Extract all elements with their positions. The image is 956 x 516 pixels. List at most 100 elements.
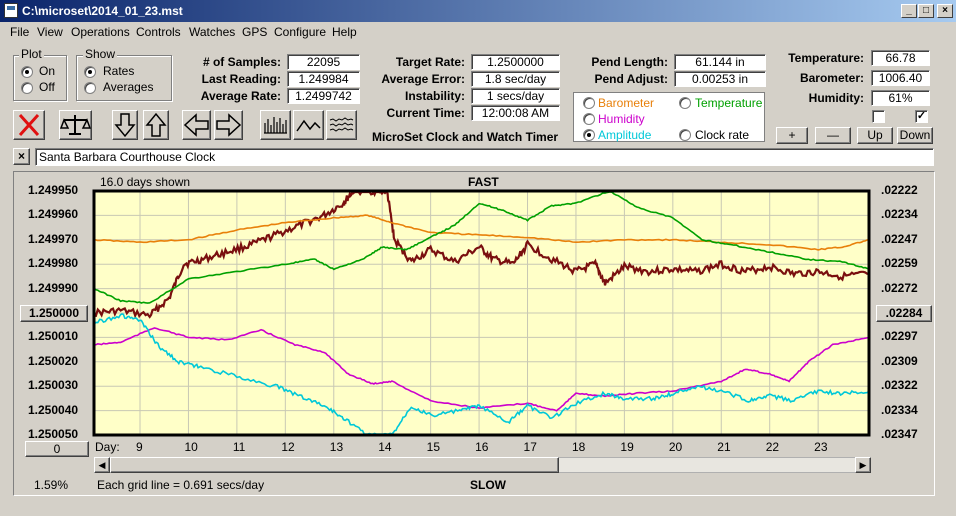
right-tick-label: .02309 bbox=[881, 353, 918, 368]
pend-adjust-label: Pend Adjust: bbox=[594, 72, 668, 86]
arrow-up-icon[interactable] bbox=[143, 110, 169, 140]
bars-icon[interactable] bbox=[260, 110, 291, 140]
arrow-right-icon[interactable] bbox=[214, 110, 243, 140]
menu-controls[interactable]: Controls bbox=[136, 25, 181, 39]
zero-button[interactable]: 0 bbox=[25, 441, 89, 457]
left-tick-label: 1.250040 bbox=[28, 402, 79, 417]
amplitude-radio[interactable] bbox=[583, 129, 595, 141]
target-rate-value: 1.2500000 bbox=[471, 54, 560, 70]
right-tick-label: .02222 bbox=[881, 183, 918, 197]
menu-bar: File View Operations Controls Watches GP… bbox=[0, 22, 956, 42]
right-tick-label: .02347 bbox=[881, 427, 918, 441]
arrow-left-icon[interactable] bbox=[182, 110, 211, 140]
pend-adjust-value: 0.00253 in bbox=[674, 71, 766, 87]
show-averages-label: Averages bbox=[103, 80, 154, 94]
title-bar: C:\microset\2014_01_23.mst _ □ × bbox=[0, 0, 956, 22]
clock-name-input[interactable]: Santa Barbara Courthouse Clock bbox=[35, 148, 934, 166]
menu-help[interactable]: Help bbox=[332, 25, 357, 39]
plot-off-radio[interactable] bbox=[21, 82, 33, 94]
noise-icon[interactable] bbox=[326, 110, 357, 140]
last-reading-value: 1.249984 bbox=[287, 71, 360, 87]
menu-watches[interactable]: Watches bbox=[189, 25, 236, 39]
plus-button[interactable]: + bbox=[776, 127, 808, 144]
average-rate-value: 1.2499742 bbox=[287, 88, 360, 104]
down-button[interactable]: Down bbox=[897, 127, 933, 144]
app-caption: MicroSet Clock and Watch Timer bbox=[372, 130, 559, 144]
menu-view[interactable]: View bbox=[37, 25, 63, 39]
plot-on-radio[interactable] bbox=[21, 66, 33, 78]
last-reading-label: Last Reading: bbox=[201, 72, 281, 86]
x-tick-label: 21 bbox=[717, 440, 731, 454]
barometer-radio[interactable] bbox=[583, 97, 595, 109]
instability-value: 1 secs/day bbox=[471, 88, 560, 104]
x-tick-label: 18 bbox=[571, 440, 586, 454]
plot-off-label: Off bbox=[39, 80, 55, 94]
series-line-temperature bbox=[93, 191, 870, 304]
show-group bbox=[76, 55, 172, 101]
left-tick-label: 1.250030 bbox=[28, 378, 79, 393]
left-tick-label: 1.249950 bbox=[28, 183, 79, 197]
app-icon bbox=[4, 3, 18, 18]
samples-label: # of Samples: bbox=[202, 55, 281, 69]
samples-value: 22095 bbox=[287, 54, 360, 70]
left-tick-label: 1.249980 bbox=[28, 256, 79, 271]
clock-rate-radio[interactable] bbox=[679, 129, 691, 141]
close-window-button[interactable]: × bbox=[937, 4, 953, 18]
scroll-thumb[interactable] bbox=[110, 457, 559, 473]
up-button[interactable]: Up bbox=[857, 127, 893, 144]
x-tick-label: 20 bbox=[668, 440, 683, 454]
average-error-label: Average Error: bbox=[381, 72, 465, 86]
scroll-right-button[interactable]: ▶ bbox=[855, 457, 871, 473]
x-tick-label: 19 bbox=[620, 440, 634, 454]
wave-icon[interactable] bbox=[293, 110, 324, 140]
scroll-left-button[interactable]: ◀ bbox=[94, 457, 110, 473]
x-tick-label: 17 bbox=[523, 440, 537, 454]
series-line-barometer bbox=[93, 214, 870, 251]
right-tick-label: .02247 bbox=[881, 231, 918, 246]
right-center-value-button[interactable]: .02284 bbox=[876, 305, 932, 322]
show-group-label: Show bbox=[83, 47, 118, 61]
x-tick-label: 13 bbox=[329, 440, 344, 454]
left-center-value-button[interactable]: 1.250000 bbox=[20, 305, 88, 322]
temperature-label: Temperature: bbox=[788, 51, 864, 65]
minimize-button[interactable]: _ bbox=[901, 4, 917, 18]
show-rates-radio[interactable] bbox=[84, 66, 96, 78]
minus-button[interactable]: — bbox=[815, 127, 851, 144]
show-averages-radio[interactable] bbox=[84, 82, 96, 94]
left-tick-label: 1.250020 bbox=[28, 353, 79, 368]
window-title: C:\microset\2014_01_23.mst bbox=[22, 4, 183, 18]
right-tick-label: .02322 bbox=[881, 378, 918, 393]
menu-gps[interactable]: GPS bbox=[242, 25, 268, 39]
series-line-clock-rate bbox=[93, 189, 870, 319]
left-tick-label: 1.250050 bbox=[28, 427, 79, 441]
series-line-amplitude bbox=[93, 313, 870, 435]
pend-length-label: Pend Length: bbox=[591, 55, 668, 69]
balance-scale-icon[interactable] bbox=[59, 110, 92, 140]
arrow-down-icon[interactable] bbox=[112, 110, 138, 140]
menu-configure[interactable]: Configure bbox=[274, 25, 327, 39]
target-rate-label: Target Rate: bbox=[395, 55, 465, 69]
option-checkbox-1[interactable] bbox=[872, 110, 885, 123]
humidity-radio[interactable] bbox=[583, 113, 595, 125]
x-tick-label: 11 bbox=[232, 440, 246, 454]
x-tick-label: 16 bbox=[475, 440, 489, 454]
barometer-value: 1006.40 bbox=[871, 70, 930, 86]
temperature-value: 66.78 bbox=[871, 50, 930, 66]
menu-operations[interactable]: Operations bbox=[71, 25, 130, 39]
temperature-option-label: Temperature bbox=[695, 96, 763, 110]
left-tick-label: 1.249970 bbox=[28, 231, 79, 246]
option-checkbox-2[interactable]: ✓ bbox=[915, 110, 928, 123]
temperature-radio[interactable] bbox=[679, 97, 691, 109]
clear-clock-button[interactable]: × bbox=[13, 148, 30, 165]
show-rates-label: Rates bbox=[103, 64, 135, 78]
clock-rate-option-label: Clock rate bbox=[695, 128, 750, 142]
pend-length-value: 61.144 in bbox=[674, 54, 766, 70]
x-tick-label: 14 bbox=[378, 440, 392, 454]
maximize-button[interactable]: □ bbox=[918, 4, 934, 18]
right-tick-label: .02334 bbox=[881, 402, 918, 417]
left-tick-label: 1.249960 bbox=[28, 207, 79, 222]
close-red-icon[interactable] bbox=[13, 110, 45, 140]
menu-file[interactable]: File bbox=[10, 25, 30, 39]
x-tick-label: 9 bbox=[136, 440, 143, 454]
